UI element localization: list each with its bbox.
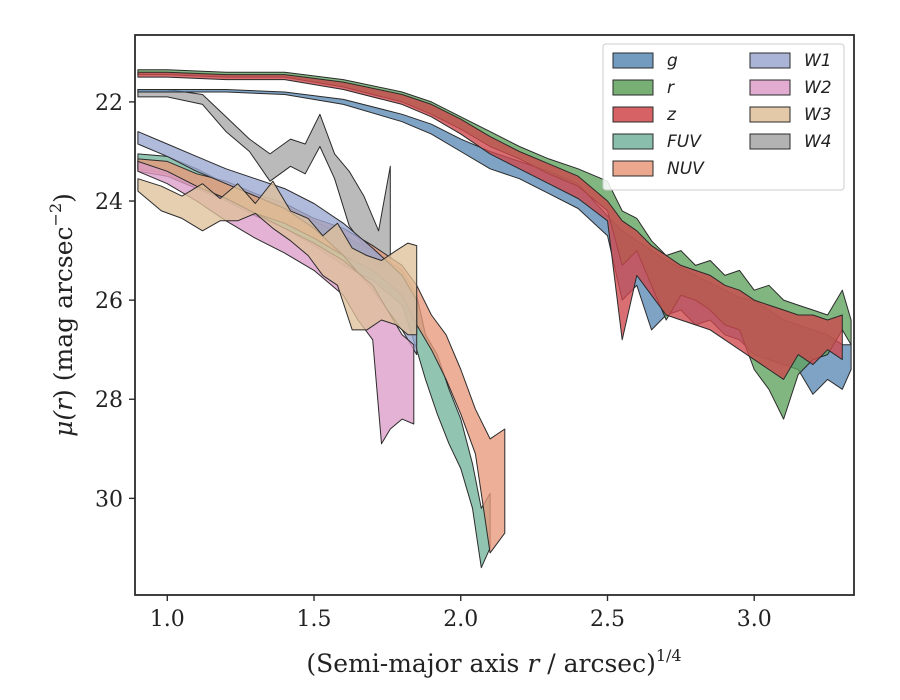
y-tick-label: 26: [95, 289, 123, 314]
legend-label-g: g: [667, 51, 678, 71]
legend-label-w2: W2: [804, 78, 832, 98]
x-tick-label: 2.0: [443, 607, 478, 632]
legend-label-nuv: NUV: [667, 159, 705, 179]
legend-swatch-z: [612, 106, 654, 123]
legend-swatch-w4: [749, 133, 791, 150]
legend-swatch-g: [612, 52, 654, 69]
legend-swatch-w1: [749, 52, 791, 69]
x-tick-label: 1.5: [297, 607, 332, 632]
y-tick-label: 22: [95, 91, 123, 116]
legend-swatch-w3: [749, 106, 791, 123]
legend-label-fuv: FUV: [667, 132, 702, 152]
x-tick-label: 2.5: [590, 607, 625, 632]
y-tick-label: 24: [95, 190, 123, 215]
y-axis-label: μ(r) (mag arcsec−2): [46, 193, 78, 437]
legend-label-z: z: [666, 105, 677, 125]
legend-swatch-r: [612, 79, 654, 96]
legend-swatch-fuv: [612, 133, 654, 150]
x-axis-label: (Semi-major axis r / arcsec)1/4: [306, 646, 681, 678]
y-tick-label: 30: [95, 487, 123, 512]
band-z: [137, 71, 843, 380]
legend-swatch-nuv: [612, 160, 654, 177]
x-tick-label: 1.0: [150, 607, 185, 632]
legend-label-w4: W4: [804, 132, 832, 152]
legend-label-w3: W3: [804, 105, 832, 125]
x-tick-label: 3.0: [737, 607, 772, 632]
legend: grz FUV NUV W1 W2 W3 W4: [602, 43, 845, 191]
axis-ticks: 1.0 1.5 2.0 2.5 3.0 22 24 26 28 30: [95, 91, 772, 632]
band-w3: [137, 178, 418, 336]
y-tick-label: 28: [95, 388, 123, 413]
legend-swatch-w2: [749, 79, 791, 96]
plot-frame: [134, 34, 855, 596]
legend-label-w1: W1: [804, 51, 832, 71]
legend-label-r: r: [667, 78, 675, 98]
profile-bands: [137, 69, 852, 569]
band-w1: [137, 131, 418, 356]
